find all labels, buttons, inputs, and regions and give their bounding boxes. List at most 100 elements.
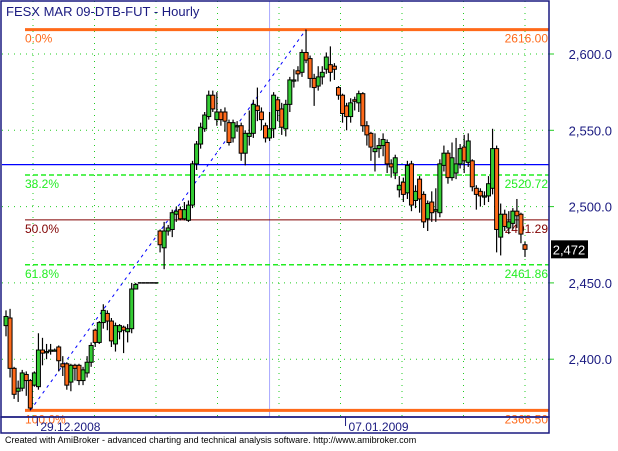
candle: [372, 133, 378, 172]
candle-body-down: [23, 373, 29, 382]
candle-body-down: [469, 160, 475, 188]
candle-body-down: [429, 201, 435, 214]
candle-body-up: [133, 283, 139, 290]
candle-body-down: [64, 363, 70, 386]
candle-body-down: [72, 364, 78, 369]
candle: [190, 160, 196, 209]
candle-body-down: [108, 320, 114, 342]
candle-body-down: [360, 93, 366, 127]
candle: [19, 369, 25, 392]
fib-level-percent-label: 50.0%: [25, 222, 59, 236]
candle: [417, 176, 423, 213]
candle-body-down: [295, 70, 301, 75]
grid: [2, 1, 549, 417]
candle: [31, 371, 37, 387]
candle-body-down: [340, 94, 346, 115]
candle-body-up: [287, 79, 293, 105]
candle-body-up: [465, 140, 471, 163]
candle-body-up: [3, 315, 9, 327]
candle-body-down: [473, 187, 479, 195]
candle: [165, 224, 171, 236]
candle-body-up: [453, 163, 459, 174]
candle: [287, 76, 293, 112]
candle: [340, 93, 346, 123]
candle: [453, 137, 459, 180]
candle: [396, 176, 402, 198]
candle-body-up: [299, 51, 305, 73]
candle-body-up: [404, 164, 410, 194]
candle-body-up: [48, 349, 54, 352]
candle-body-down: [60, 363, 66, 368]
candle: [117, 324, 123, 340]
candle: [344, 102, 350, 131]
candle-body-up: [96, 322, 102, 343]
candle-body-up: [319, 71, 325, 78]
candle: [230, 119, 236, 143]
candle: [323, 52, 329, 74]
candle: [3, 310, 9, 337]
candle: [177, 206, 183, 221]
candle: [303, 29, 309, 64]
candle: [506, 211, 512, 235]
candle: [494, 145, 500, 253]
candle-body-down: [218, 111, 224, 121]
candle-body-down: [421, 193, 427, 223]
candle: [413, 185, 419, 209]
date-label: 07.01.2009: [349, 420, 409, 434]
candle-body-down: [384, 142, 390, 165]
fib-trendline: [29, 29, 307, 411]
candle-body-down: [364, 125, 370, 136]
candle-body-up: [348, 102, 354, 118]
candle: [157, 229, 163, 253]
fib-level-percent-label: 38.2%: [25, 177, 59, 191]
candle-body-up: [234, 125, 240, 128]
candle: [198, 122, 204, 149]
candle: [408, 160, 414, 212]
candles: [3, 29, 528, 411]
candle: [27, 379, 33, 411]
candle-body-up: [441, 152, 447, 166]
candle: [384, 139, 390, 174]
candle: [185, 200, 191, 222]
candle-body-down: [331, 65, 337, 70]
candle: [445, 150, 451, 184]
candle-body-up: [31, 372, 37, 386]
candle-body-up: [380, 138, 386, 147]
candle: [473, 185, 479, 210]
candle: [327, 46, 333, 82]
candle: [271, 92, 277, 138]
candle-body-up: [376, 145, 382, 150]
candle-body-down: [352, 99, 358, 102]
candle-body-up: [112, 325, 118, 345]
plot-frame: [0, 0, 550, 418]
candle-body-up: [35, 349, 41, 388]
candle: [441, 145, 447, 172]
candle: [437, 159, 443, 218]
candle: [502, 209, 508, 232]
candle: [52, 348, 58, 352]
candle-body-up: [291, 79, 297, 82]
candle: [129, 282, 135, 334]
candle-body-down: [518, 213, 524, 235]
candle: [226, 119, 232, 146]
candle: [161, 221, 167, 270]
candle: [206, 90, 212, 120]
candle: [194, 140, 200, 170]
candle-body-up: [84, 361, 90, 374]
y-tick-label: 2,500.0: [569, 200, 612, 215]
candle-body-down: [368, 132, 374, 148]
candle: [356, 90, 362, 112]
candle-body-down: [417, 178, 423, 200]
candle: [76, 363, 82, 386]
candle-body-down: [400, 181, 406, 195]
candle: [250, 99, 256, 138]
candle: [392, 154, 398, 180]
candle: [108, 317, 114, 347]
candle: [267, 111, 273, 141]
candle: [449, 142, 455, 181]
candle-body-down: [461, 146, 467, 162]
fib-level-price-label: 2366.50: [505, 412, 549, 426]
candle: [518, 212, 524, 244]
candle: [39, 337, 45, 366]
